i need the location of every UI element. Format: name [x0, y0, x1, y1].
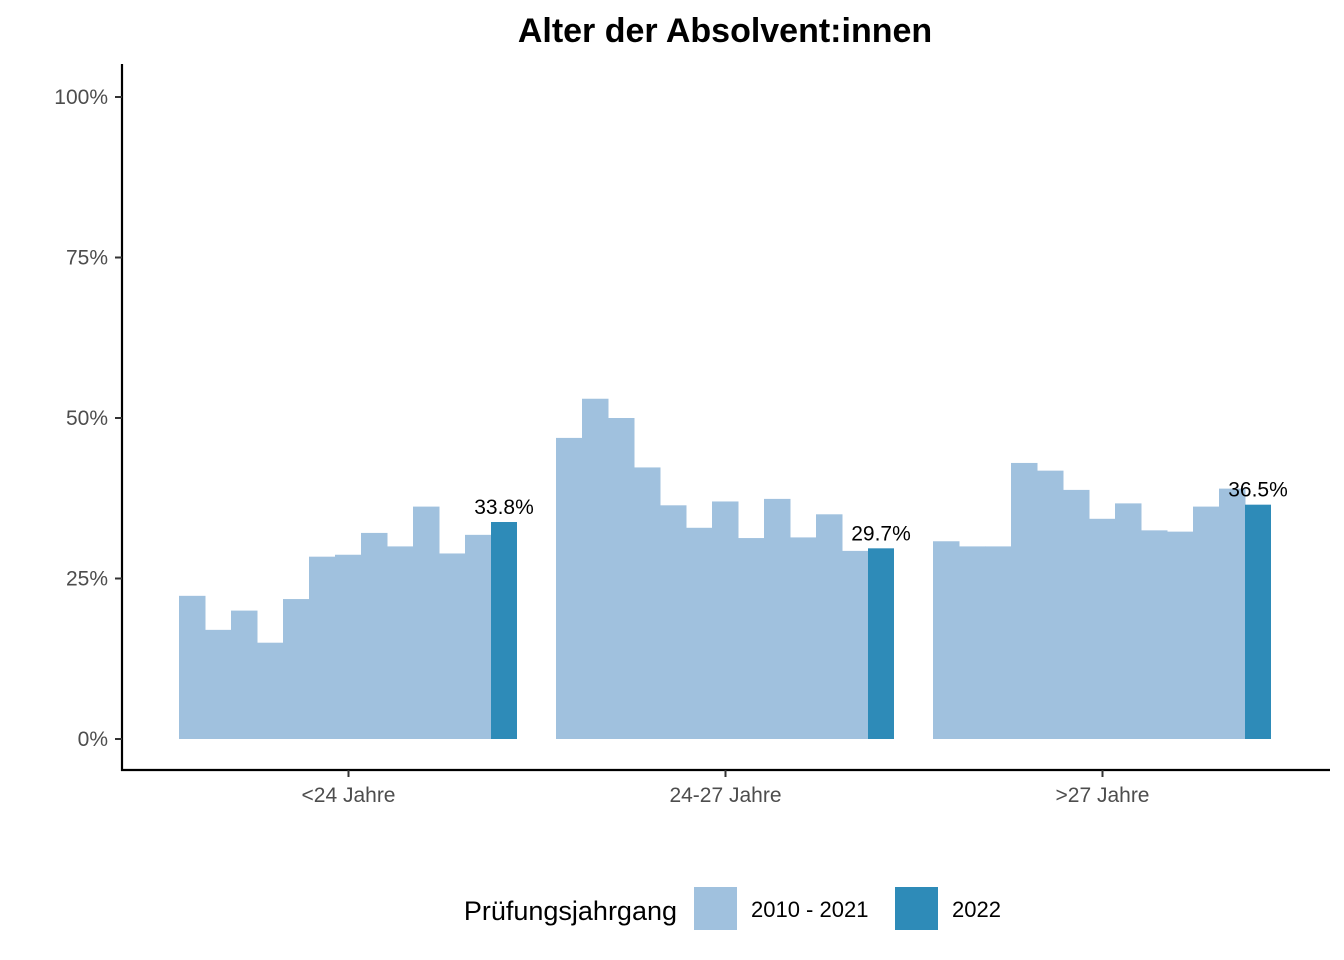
chart-title: Alter der Absolvent:innen — [518, 12, 932, 50]
x-tick-label: >27 Jahre — [1056, 784, 1150, 807]
x-axis: <24 Jahre 24-27 Jahre >27 Jahre — [121, 768, 1330, 807]
bar-historic — [1063, 489, 1090, 739]
x-tick-label: <24 Jahre — [302, 784, 396, 807]
bar-historic — [231, 610, 258, 739]
legend-swatch-historic — [694, 887, 737, 930]
bar-historic — [1219, 488, 1246, 739]
bar-historic — [283, 599, 310, 739]
bar-historic — [1167, 531, 1194, 739]
legend-swatch-current — [895, 887, 938, 930]
bar-historic — [1089, 518, 1116, 739]
bar-historic — [1037, 470, 1064, 739]
bar-historic — [790, 537, 817, 739]
bar-historic — [660, 505, 687, 739]
legend-label-current: 2022 — [952, 897, 1001, 922]
bar-historic — [556, 437, 583, 739]
bar-historic — [413, 506, 440, 739]
bar-historic — [335, 554, 362, 739]
bar-historic — [1011, 462, 1038, 739]
legend-label-historic: 2010 - 2021 — [751, 897, 868, 922]
bars-group — [179, 398, 1271, 739]
bar-historic — [712, 501, 739, 739]
bar-historic — [1115, 503, 1142, 739]
y-tick-label: 25% — [66, 568, 108, 591]
bar-historic — [205, 629, 232, 739]
bar-historic — [686, 527, 713, 739]
bar-historic — [933, 541, 960, 739]
bar-historic — [1141, 530, 1168, 739]
bar-2022 — [491, 522, 517, 739]
legend-title: Prüfungsjahrgang — [464, 896, 677, 926]
bar-historic — [959, 546, 986, 739]
data-labels-group: 33.8% 29.7% 36.5% — [474, 479, 1288, 546]
x-tick-label: 24-27 Jahre — [669, 784, 781, 807]
bar-historic — [582, 398, 609, 739]
bar-historic — [361, 532, 388, 739]
data-label-2022: 36.5% — [1228, 479, 1288, 502]
bar-historic — [465, 534, 492, 739]
bar-historic — [309, 556, 336, 739]
y-tick-label: 75% — [66, 247, 108, 270]
bar-2022 — [1245, 504, 1271, 739]
y-axis: 0% 25% 50% 75% 100% — [54, 64, 124, 771]
bar-historic — [842, 550, 869, 739]
data-label-2022: 29.7% — [851, 522, 911, 545]
y-tick-label: 0% — [78, 728, 108, 751]
bar-historic — [439, 553, 466, 739]
bar-historic — [634, 467, 661, 739]
bar-historic — [608, 418, 635, 739]
y-tick-label: 50% — [66, 407, 108, 430]
bar-historic — [738, 538, 765, 739]
bar-historic — [179, 595, 206, 739]
bar-historic — [985, 546, 1012, 739]
bar-historic — [816, 514, 843, 739]
bar-historic — [1193, 506, 1220, 739]
bar-2022 — [868, 548, 894, 739]
legend: Prüfungsjahrgang 2010 - 2021 2022 — [464, 887, 1001, 930]
y-tick-label: 100% — [54, 86, 108, 109]
bar-historic — [387, 546, 414, 739]
data-label-2022: 33.8% — [474, 496, 534, 519]
bar-historic — [764, 498, 791, 739]
bar-historic — [257, 642, 284, 739]
